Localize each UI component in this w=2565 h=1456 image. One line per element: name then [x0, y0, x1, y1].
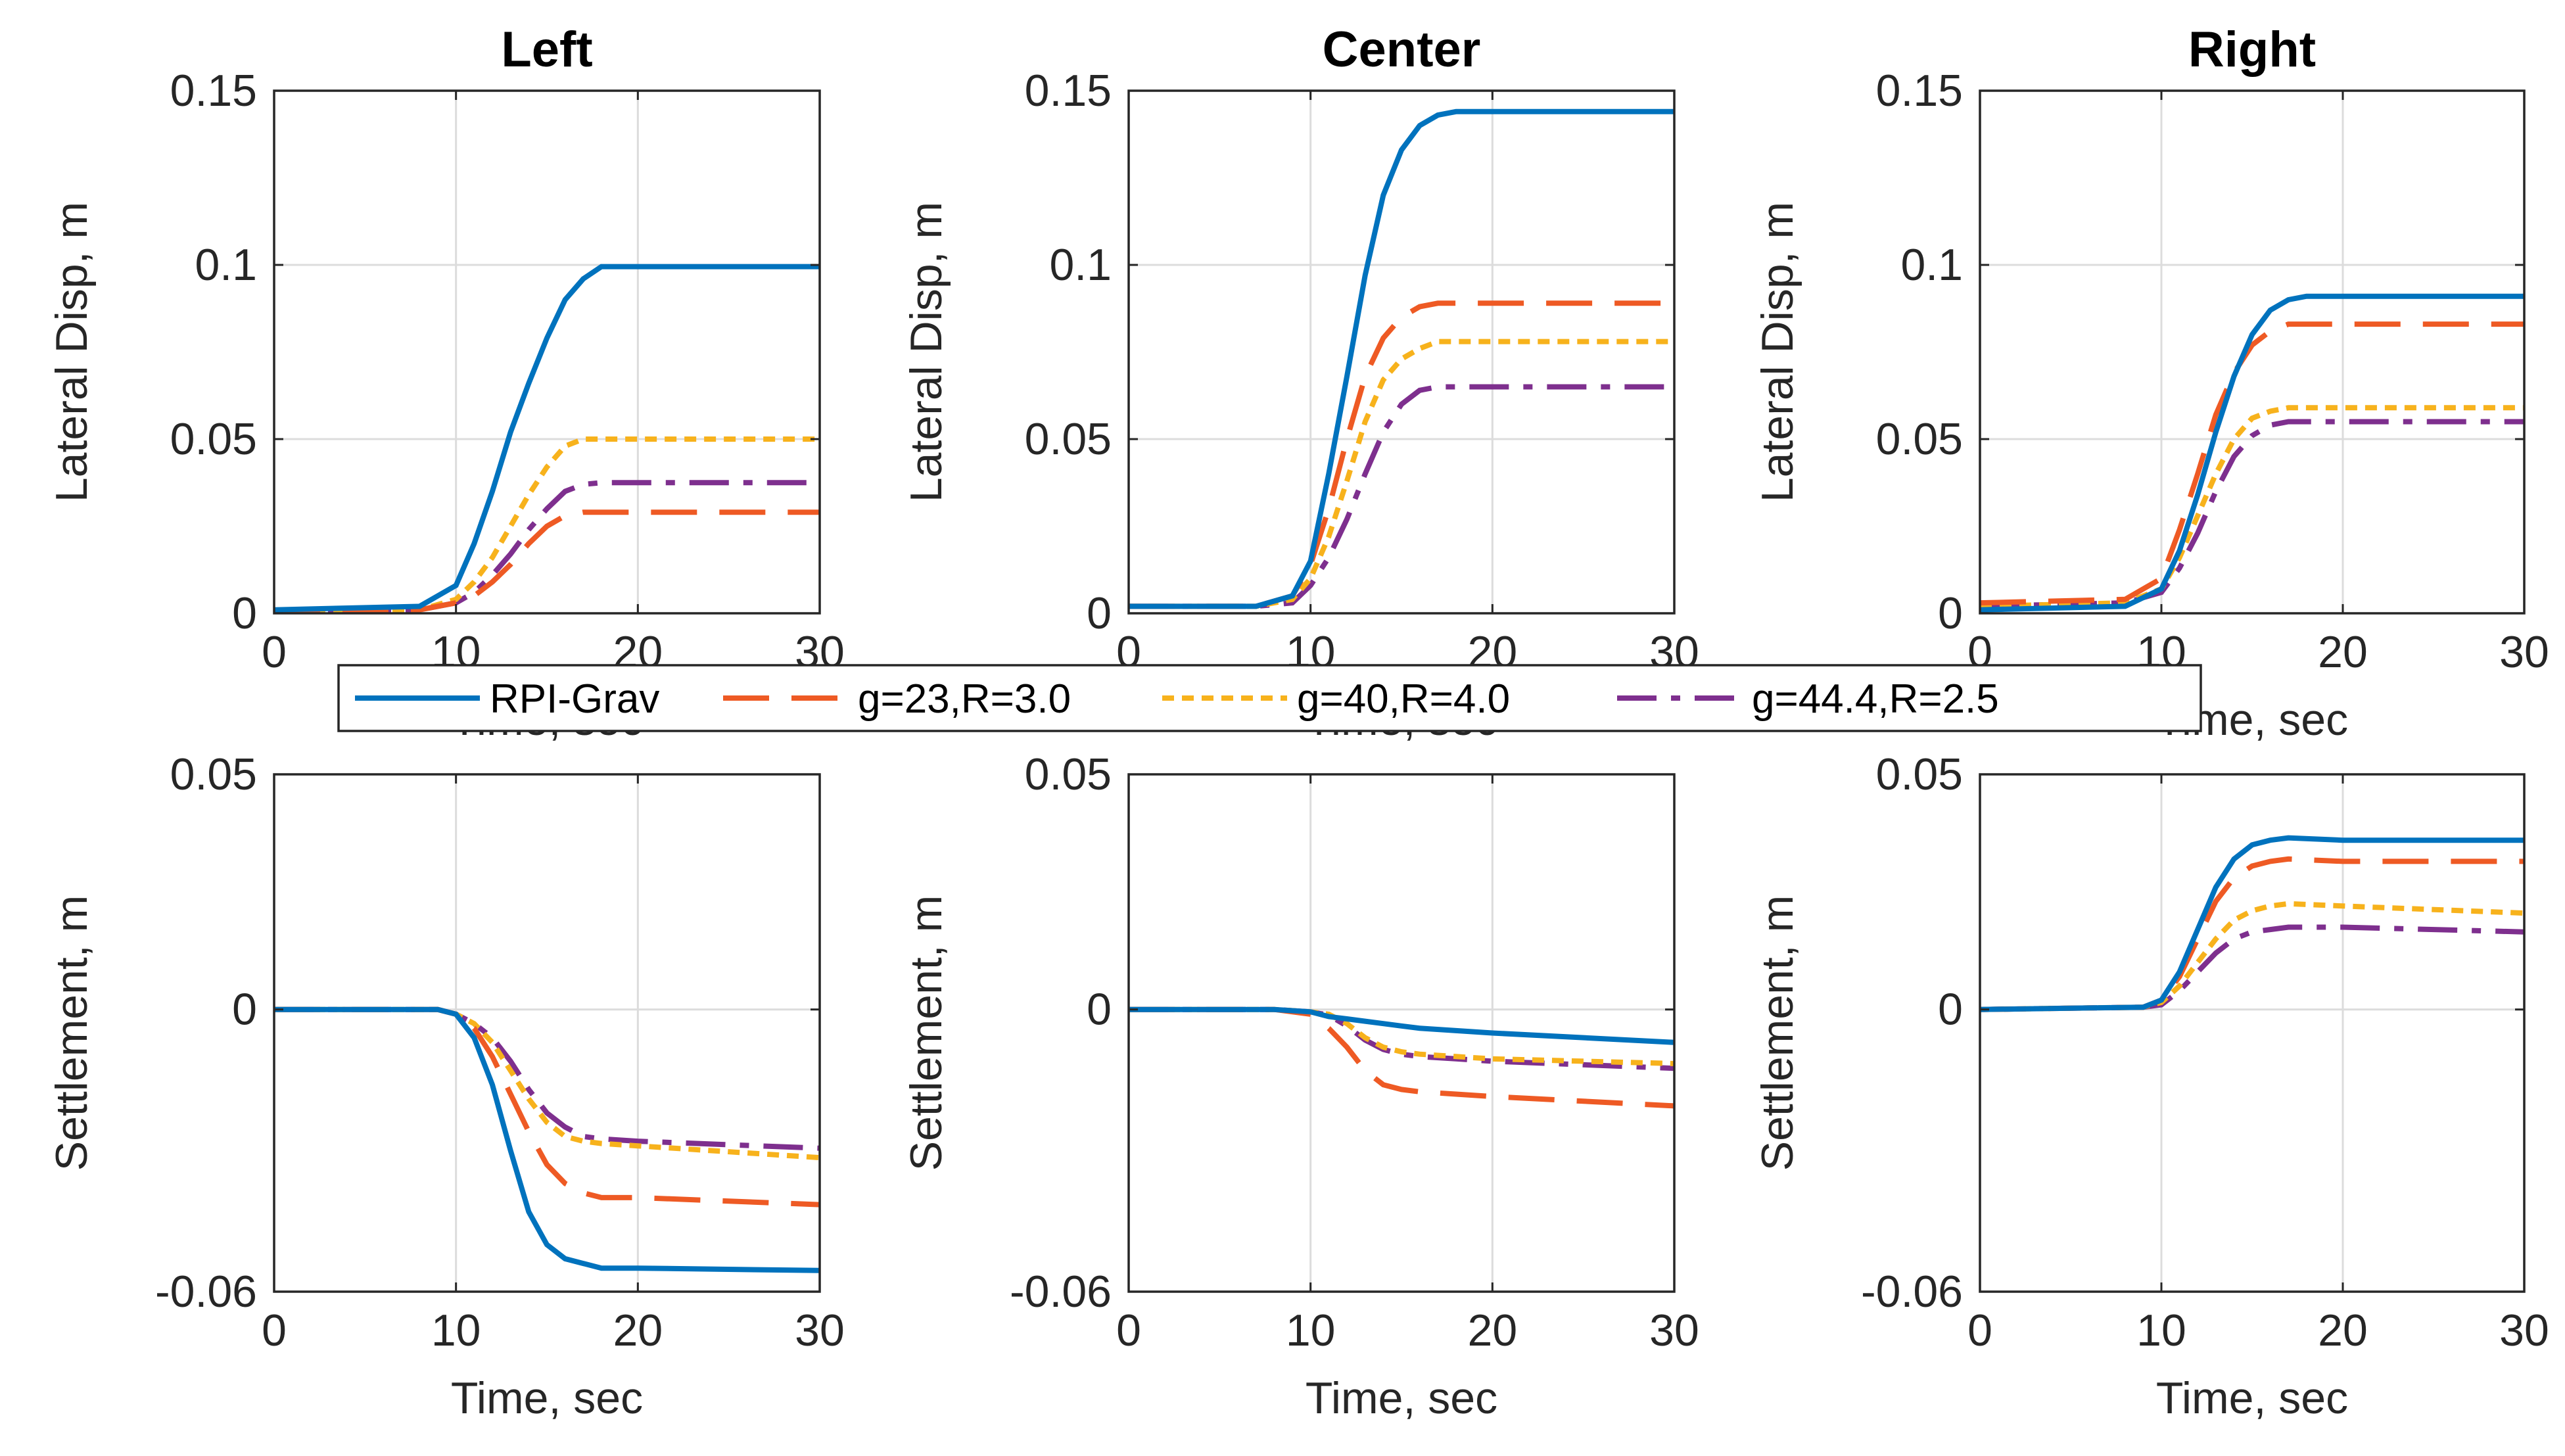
legend-label: g=40,R=4.0 — [1297, 676, 1510, 722]
axes-box — [1127, 89, 1676, 615]
series-line-g-23-r-3-0 — [1980, 321, 2524, 606]
x-tick-label: 10 — [2136, 1305, 2186, 1355]
y-axis-label: Lateral Disp, m — [47, 202, 97, 502]
legend-entry: RPI-Grav — [355, 676, 659, 722]
x-tick-label: 0 — [1967, 1305, 1992, 1355]
x-tick-label: 20 — [613, 1305, 663, 1355]
series-line-rpi-grav — [1980, 835, 2524, 1012]
series-line-rpi-grav — [274, 1006, 820, 1273]
x-tick-label: 0 — [1116, 1305, 1141, 1355]
y-tick-label: -0.06 — [1010, 1267, 1112, 1317]
axes-box — [1979, 773, 2526, 1293]
x-tick-label: 0 — [262, 627, 287, 677]
legend-label: g=23,R=3.0 — [858, 676, 1071, 722]
plot-area — [274, 91, 820, 613]
y-tick-label: 0 — [232, 588, 257, 638]
plot-area — [1129, 91, 1674, 613]
plot-area — [1980, 774, 2524, 1292]
subplot-title: Right — [2188, 22, 2316, 78]
axes-box — [273, 89, 821, 615]
legend-label: g=44.4,R=2.5 — [1752, 676, 1999, 722]
plot-area — [274, 774, 820, 1292]
x-tick-label: 20 — [1468, 1305, 1518, 1355]
y-tick-label: 0.1 — [195, 240, 257, 290]
y-tick-label: -0.06 — [1861, 1267, 1963, 1317]
series-line-g-23-r-3-0 — [274, 509, 820, 613]
axes-box — [273, 773, 821, 1293]
y-tick-label: 0.05 — [1025, 749, 1112, 799]
y-tick-label: 0.05 — [1876, 749, 1963, 799]
x-axis-label: Time, sec — [451, 1373, 643, 1423]
x-axis-label: Time, sec — [1306, 1373, 1497, 1423]
y-axis-label: Lateral Disp, m — [1753, 202, 1802, 502]
legend-entry: g=44.4,R=2.5 — [1617, 676, 1999, 722]
series-line-g-40-r-4-0 — [274, 436, 820, 613]
series-line-rpi-grav — [1129, 1006, 1674, 1045]
y-tick-label: 0.1 — [1049, 240, 1112, 290]
axes-box — [1127, 773, 1676, 1293]
plot-area — [1980, 91, 2524, 613]
x-tick-label: 30 — [2499, 1305, 2549, 1355]
series-line-rpi-grav — [1129, 108, 1674, 609]
x-tick-label: 20 — [2318, 627, 2368, 677]
y-tick-label: 0 — [1087, 588, 1112, 638]
series-line-rpi-grav — [274, 264, 820, 613]
subplot-grid: 0 10 20 30 0 0.05 0.1 0.15 Time, sec Lateral Disp… — [47, 22, 2549, 1423]
y-tick-label: -0.06 — [155, 1267, 257, 1317]
series-line-g-40-r-4-0 — [1129, 1006, 1674, 1066]
axes-box — [1979, 89, 2526, 615]
y-tick-label: 0 — [1938, 985, 1963, 1035]
y-axis-label: Settlement, m — [1753, 895, 1802, 1171]
legend-entry: g=23,R=3.0 — [723, 676, 1071, 722]
y-tick-label: 0.05 — [170, 749, 257, 799]
y-tick-label: 0 — [1087, 985, 1112, 1035]
y-axis-label: Lateral Disp, m — [901, 202, 951, 502]
x-axis-label: Time, sec — [2156, 1373, 2348, 1423]
x-tick-label: 0 — [262, 1305, 287, 1355]
x-tick-label: 30 — [795, 1305, 845, 1355]
y-tick-label: 0 — [232, 985, 257, 1035]
y-tick-label: 0.05 — [170, 414, 257, 464]
subplot-title: Left — [501, 22, 592, 78]
y-tick-label: 0.15 — [1025, 66, 1112, 116]
x-tick-label: 20 — [2318, 1305, 2368, 1355]
legend-entry: g=40,R=4.0 — [1162, 676, 1510, 722]
x-tick-label: 30 — [2499, 627, 2549, 677]
subplot-title: Center — [1323, 22, 1481, 78]
y-tick-label: 0.15 — [170, 66, 257, 116]
y-tick-label: 0.05 — [1876, 414, 1963, 464]
y-axis-label: Settlement, m — [901, 895, 951, 1171]
y-tick-label: 0 — [1938, 588, 1963, 638]
x-tick-label: 30 — [1649, 1305, 1699, 1355]
y-tick-label: 0.1 — [1900, 240, 1963, 290]
plot-area — [1129, 774, 1674, 1292]
x-tick-label: 10 — [1286, 1305, 1336, 1355]
series-line-g-44-4-r-2-5 — [1129, 384, 1674, 609]
series-line-rpi-grav — [1980, 293, 2524, 613]
series-line-g-40-r-4-0 — [1129, 339, 1674, 609]
legend-label: RPI-Grav — [490, 676, 659, 722]
y-axis-label: Settlement, m — [47, 895, 97, 1171]
y-tick-label: 0.15 — [1876, 66, 1963, 116]
y-tick-label: 0.05 — [1025, 414, 1112, 464]
x-tick-label: 10 — [431, 1305, 481, 1355]
legend: RPI-Grav g=23,R=3.0 g=40,R=4.0 g=44.4,R=2.5 — [337, 664, 2202, 732]
